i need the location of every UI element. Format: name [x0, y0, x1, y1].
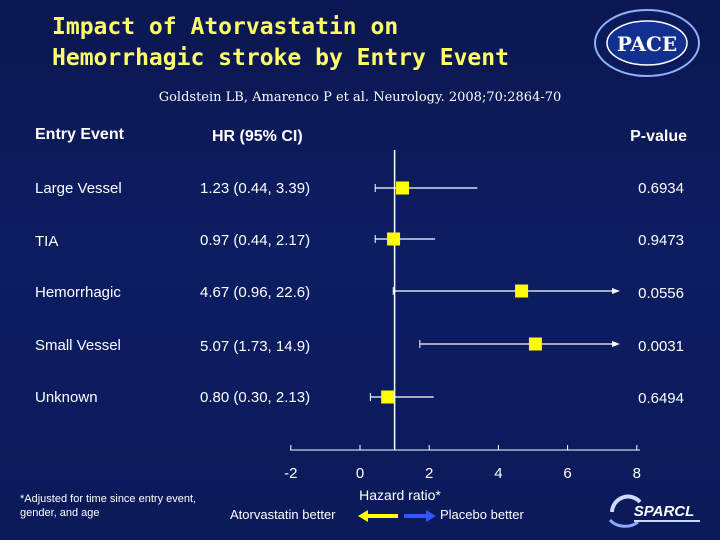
x-axis-title: Hazard ratio* — [359, 487, 441, 503]
slide-title-line1: Impact of Atorvastatin on — [52, 14, 399, 40]
header-hr-ci: HR (95% CI) — [212, 128, 303, 145]
row-p-large-vessel: 0.6934 — [638, 180, 684, 197]
row-hr-unknown: 0.80 (0.30, 2.13) — [200, 389, 311, 406]
legend-arrow-left-head — [358, 510, 368, 522]
x-tick-label: 2 — [425, 465, 433, 482]
slide-title-line2: Hemorrhagic stroke by Entry Event — [52, 45, 509, 71]
pace-logo-text: PACE — [617, 32, 677, 56]
hr-marker — [515, 284, 529, 298]
citation: Goldstein LB, Amarenco P et al. Neurolog… — [158, 90, 562, 105]
legend-atorvastatin-better: Atorvastatin better — [230, 507, 336, 522]
sparcl-logo-text: SPARCL — [634, 503, 695, 520]
row-p-hemorrhagic: 0.0556 — [638, 285, 684, 302]
row-label-large-vessel: Large Vessel — [35, 180, 122, 197]
row-label-hemorrhagic: Hemorrhagic — [35, 284, 121, 301]
hr-marker — [387, 232, 401, 246]
ci-arrow — [612, 341, 620, 347]
row-label-small-vessel: Small Vessel — [35, 337, 121, 354]
x-tick-label: 6 — [563, 465, 571, 482]
ci-arrow — [612, 288, 620, 294]
hr-marker — [381, 390, 395, 404]
pace-logo: PACE — [594, 9, 700, 77]
x-tick-label: 8 — [633, 465, 641, 482]
slide-title: Impact of Atorvastatin on Hemorrhagic st… — [52, 12, 612, 74]
row-p-small-vessel: 0.0031 — [638, 338, 684, 355]
row-p-unknown: 0.6494 — [638, 390, 684, 407]
row-hr-tia: 0.97 (0.44, 2.17) — [200, 232, 311, 249]
row-label-tia: TIA — [35, 233, 59, 250]
row-p-tia: 0.9473 — [638, 232, 684, 249]
legend-arrow-right-head — [426, 510, 436, 522]
row-label-unknown: Unknown — [35, 389, 98, 406]
legend-placebo-better: Placebo better — [440, 507, 524, 522]
row-hr-large-vessel: 1.23 (0.44, 3.39) — [200, 180, 311, 197]
sparcl-logo: SPARCL — [608, 494, 700, 528]
x-tick-label: -2 — [284, 465, 297, 482]
hr-marker — [528, 337, 542, 351]
x-tick-label: 4 — [494, 465, 502, 482]
row-hr-small-vessel: 5.07 (1.73, 14.9) — [200, 338, 311, 355]
x-tick-label: 0 — [356, 465, 364, 482]
hr-marker — [396, 181, 410, 195]
header-p-value: P-value — [630, 128, 687, 145]
footnote: *Adjusted for time since entry event, ge… — [20, 493, 197, 519]
header-entry-event: Entry Event — [35, 126, 124, 143]
row-hr-hemorrhagic: 4.67 (0.96, 22.6) — [200, 284, 311, 301]
